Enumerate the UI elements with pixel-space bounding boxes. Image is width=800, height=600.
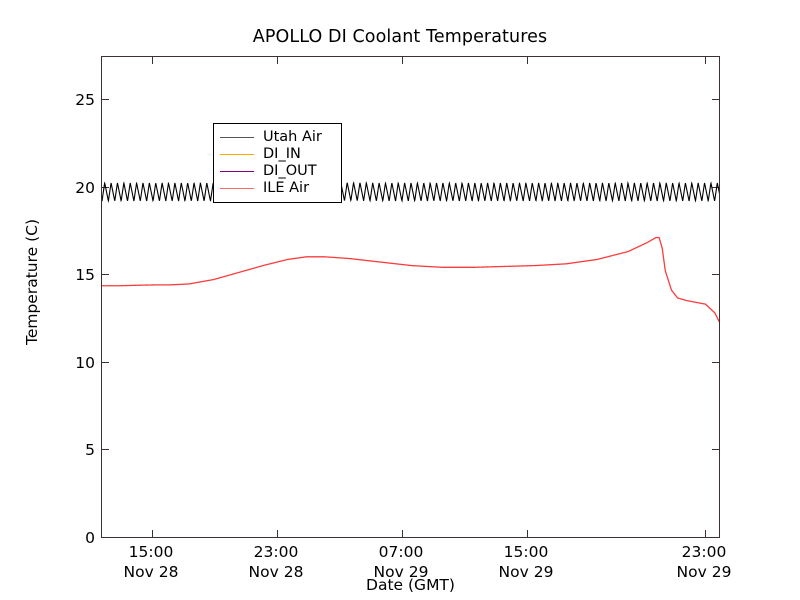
- x-tick-5-date: Nov 29: [676, 563, 732, 581]
- x-tick-4-time: 15:00: [503, 543, 549, 561]
- x-tickmark-top-3: [402, 57, 403, 64]
- x-tickmark-3: [402, 530, 403, 537]
- x-tick-1-date: Nov 28: [123, 563, 179, 581]
- x-tick-1-time: 15:00: [128, 543, 174, 561]
- legend-swatch-ile-air: [220, 188, 254, 189]
- series-line-utah-air: [102, 183, 719, 202]
- y-tickmark-right-10: [712, 361, 719, 363]
- legend-label-di-out: DI_OUT: [263, 163, 317, 179]
- x-tickmark-4: [527, 530, 528, 537]
- y-tickmark-15: [102, 274, 109, 276]
- y-tickmark-right-25: [712, 99, 719, 101]
- series-line-ile-air: [102, 238, 719, 326]
- y-tick-5: 5: [85, 441, 95, 460]
- y-tickmark-right-20: [712, 186, 719, 188]
- x-tick-2: 23:00 Nov 28: [216, 542, 336, 582]
- x-tick-3-time: 07:00: [378, 543, 424, 561]
- y-tick-0: 0: [85, 529, 95, 547]
- data-series-container: [102, 57, 719, 537]
- y-tick-25: 25: [75, 91, 95, 110]
- y-tickmark-25: [102, 99, 109, 101]
- x-tickmark-top-2: [277, 57, 278, 64]
- x-tickmark-top-5: [705, 57, 706, 64]
- y-tickmark-right-5: [712, 449, 719, 451]
- legend-label-ile-air: ILE Air: [263, 180, 310, 196]
- series-canvas: [102, 57, 719, 537]
- x-axis-tick-labels: 15:00 Nov 28 23:00 Nov 28 07:00 Nov 29 1…: [0, 542, 800, 588]
- x-tick-3: 07:00 Nov 29: [341, 542, 461, 582]
- y-tick-10: 10: [75, 353, 95, 372]
- y-axis-tick-labels: 0 5 10 15 20 25: [47, 56, 95, 547]
- y-tickmark-5: [102, 449, 109, 451]
- x-tick-1: 15:00 Nov 28: [91, 542, 211, 582]
- legend-item-di-out: DI_OUT: [220, 163, 335, 180]
- x-tick-2-time: 23:00: [253, 543, 299, 561]
- y-axis-label: Temperature (C): [23, 218, 41, 346]
- plot-area: Utah Air DI_IN DI_OUT ILE Air: [101, 56, 720, 538]
- chart-legend: Utah Air DI_IN DI_OUT ILE Air: [213, 123, 342, 203]
- x-tick-3-date: Nov 29: [373, 563, 429, 581]
- legend-label-utah-air: Utah Air: [263, 129, 322, 145]
- y-tickmark-0: [102, 537, 109, 538]
- page-title: APOLLO DI Coolant Temperatures: [252, 27, 548, 47]
- y-tickmark-right-0: [712, 537, 719, 538]
- legend-item-ile-air: ILE Air: [220, 180, 335, 197]
- x-tick-2-date: Nov 28: [248, 563, 304, 581]
- x-tick-5: 23:00 Nov 29: [644, 542, 764, 582]
- x-tickmark-1: [152, 530, 153, 537]
- legend-label-di-in: DI_IN: [263, 146, 301, 162]
- x-tick-4-date: Nov 29: [498, 563, 554, 581]
- legend-swatch-di-out: [220, 171, 254, 172]
- x-tickmark-top-4: [527, 57, 528, 64]
- x-tick-4: 15:00 Nov 29: [466, 542, 586, 582]
- legend-item-utah-air: Utah Air: [220, 129, 335, 146]
- x-axis-label: Date (GMT): [366, 576, 455, 594]
- x-tickmark-5: [705, 530, 706, 537]
- x-tickmark-2: [277, 530, 278, 537]
- legend-item-di-in: DI_IN: [220, 146, 335, 163]
- legend-swatch-utah-air: [220, 137, 254, 138]
- y-tickmark-right-15: [712, 274, 719, 276]
- legend-swatch-di-in: [220, 154, 254, 155]
- y-tick-15: 15: [75, 266, 95, 285]
- x-tick-5-time: 23:00: [681, 543, 727, 561]
- y-tick-20: 20: [75, 178, 95, 197]
- y-tickmark-10: [102, 361, 109, 363]
- x-tickmark-top-1: [152, 57, 153, 64]
